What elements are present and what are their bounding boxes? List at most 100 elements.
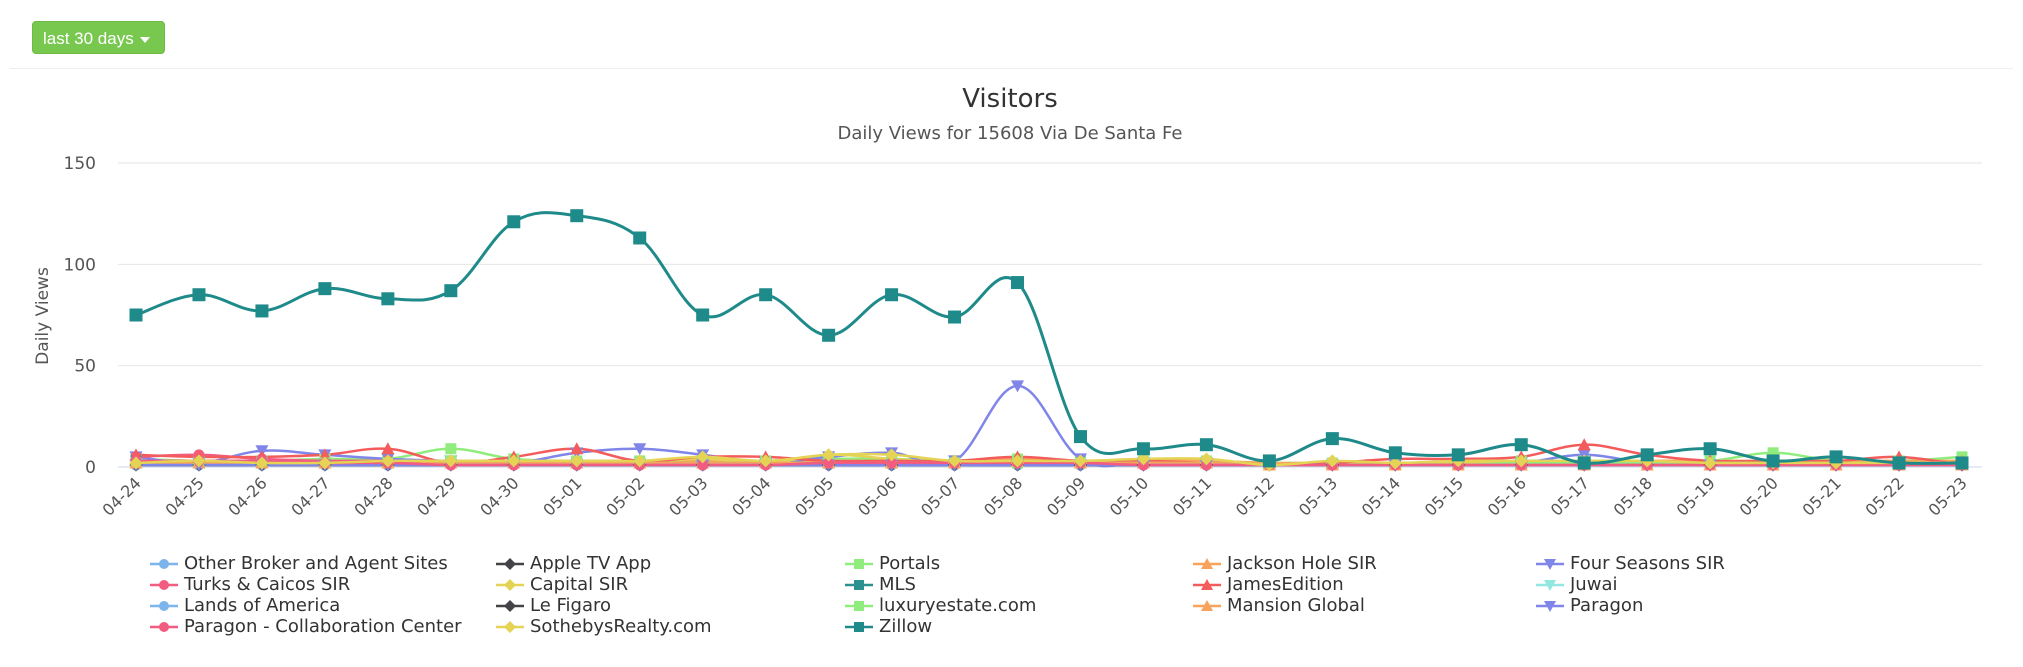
legend-symbol-triangle-icon (1193, 599, 1221, 611)
legend-item-apple-tv-app[interactable]: Apple TV App (496, 553, 845, 574)
point-zillow-05-18[interactable] (1640, 448, 1654, 462)
point-sothebysrealty-com-04-25[interactable] (192, 454, 206, 468)
legend-item-luxuryestate-com[interactable]: luxuryestate.com (845, 595, 1193, 616)
point-sothebysrealty-com-04-24[interactable] (129, 456, 143, 470)
point-sothebysrealty-com-05-05[interactable] (822, 448, 836, 462)
point-sothebysrealty-com-05-11[interactable] (1199, 452, 1213, 466)
point-zillow-05-16[interactable] (1514, 438, 1528, 452)
point-jamesedition-05-17[interactable] (1577, 438, 1591, 451)
point-sothebysrealty-com-05-01[interactable] (570, 454, 584, 468)
point-zillow-04-28[interactable] (381, 292, 395, 306)
x-tick-label: 05-16 (1484, 473, 1530, 519)
point-portals-05-20[interactable] (1767, 447, 1779, 459)
point-zillow-05-07[interactable] (948, 310, 962, 324)
point-sothebysrealty-com-05-14[interactable] (1388, 456, 1402, 470)
point-sothebysrealty-com-04-26[interactable] (255, 456, 269, 470)
point-sothebysrealty-com-05-06[interactable] (885, 448, 899, 462)
legend-item-le-figaro[interactable]: Le Figaro (496, 595, 845, 616)
legend-label: Four Seasons SIR (1570, 553, 1725, 574)
legend-item-zillow[interactable]: Zillow (845, 616, 1193, 637)
date-range-dropdown[interactable]: last 30 days (32, 21, 165, 54)
point-zillow-05-22[interactable] (1892, 456, 1906, 470)
point-zillow-05-05[interactable] (822, 328, 836, 342)
legend-item-portals[interactable]: Portals (845, 553, 1193, 574)
legend-symbol-triangle-down-icon (1536, 600, 1564, 612)
point-zillow-05-20[interactable] (1766, 454, 1780, 468)
point-sothebysrealty-com-05-04[interactable] (759, 454, 773, 468)
point-zillow-04-30[interactable] (507, 215, 521, 229)
point-zillow-04-26[interactable] (255, 304, 269, 318)
point-zillow-05-06[interactable] (885, 288, 899, 302)
point-zillow-05-14[interactable] (1388, 446, 1402, 460)
point-four-seasons-sir-05-08[interactable] (1011, 380, 1025, 393)
point-portals-04-29[interactable] (445, 443, 457, 455)
legend-item-mls[interactable]: MLS (845, 574, 1193, 595)
point-zillow-04-27[interactable] (318, 282, 332, 296)
y-tick-label: 150 (64, 154, 96, 174)
point-sothebysrealty-com-05-07[interactable] (948, 454, 962, 468)
point-jamesedition-04-27[interactable] (318, 448, 332, 461)
legend-label: Paragon (1570, 595, 1644, 616)
point-zillow-05-03[interactable] (696, 308, 710, 322)
point-zillow-05-17[interactable] (1577, 456, 1591, 470)
point-sothebysrealty-com-05-10[interactable] (1136, 452, 1150, 466)
point-zillow-05-11[interactable] (1199, 438, 1213, 452)
legend-item-lands-of-america[interactable]: Lands of America (150, 595, 496, 616)
point-sothebysrealty-com-05-19[interactable] (1703, 456, 1717, 470)
point-zillow-05-01[interactable] (570, 209, 584, 223)
point-zillow-05-13[interactable] (1325, 432, 1339, 446)
point-sothebysrealty-com-05-09[interactable] (1073, 454, 1087, 468)
point-jamesedition-04-28[interactable] (381, 442, 395, 455)
legend-symbol-circle-icon (150, 600, 178, 611)
point-four-seasons-sir-05-02[interactable] (633, 443, 647, 456)
legend-item-jamesedition[interactable]: JamesEdition (1193, 574, 1536, 595)
legend-item-paragon-collaboration-center[interactable]: Paragon - Collaboration Center (150, 616, 496, 637)
point-zillow-05-15[interactable] (1451, 448, 1465, 462)
legend-item-four-seasons-sir[interactable]: Four Seasons SIR (1536, 553, 1866, 574)
legend-label: luxuryestate.com (879, 595, 1037, 616)
point-zillow-05-02[interactable] (633, 231, 647, 245)
point-sothebysrealty-com-04-30[interactable] (507, 454, 521, 468)
point-sothebysrealty-com-05-08[interactable] (1011, 454, 1025, 468)
point-zillow-05-21[interactable] (1829, 450, 1843, 464)
point-sothebysrealty-com-04-27[interactable] (318, 456, 332, 470)
x-tick-label: 05-07 (917, 473, 963, 519)
point-zillow-05-04[interactable] (759, 288, 773, 302)
legend-symbol-triangle-down-icon (1536, 579, 1564, 591)
point-sothebysrealty-com-05-13[interactable] (1325, 454, 1339, 468)
y-tick-label: 0 (85, 458, 96, 478)
point-zillow-05-10[interactable] (1136, 442, 1150, 456)
point-zillow-05-23[interactable] (1955, 456, 1969, 470)
point-zillow-05-09[interactable] (1073, 430, 1087, 444)
legend-label: Mansion Global (1227, 595, 1365, 616)
point-zillow-05-12[interactable] (1262, 454, 1276, 468)
x-tick-label: 04-24 (99, 473, 145, 519)
point-sothebysrealty-com-05-16[interactable] (1514, 454, 1528, 468)
legend-label: Le Figaro (530, 595, 612, 616)
legend-item-juwai[interactable]: Juwai (1536, 574, 1866, 595)
point-sothebysrealty-com-05-03[interactable] (696, 450, 710, 464)
point-zillow-04-25[interactable] (192, 288, 206, 302)
point-sothebysrealty-com-04-28[interactable] (381, 454, 395, 468)
point-paragon-collaboration-center-05-03[interactable] (697, 459, 709, 471)
legend-item-capital-sir[interactable]: Capital SIR (496, 574, 845, 595)
legend-item-other-broker-and-agent-sites[interactable]: Other Broker and Agent Sites (150, 553, 496, 574)
point-jamesedition-05-01[interactable] (570, 442, 584, 455)
legend-label: SothebysRealty.com (530, 616, 712, 637)
legend-item-sothebysrealty-com[interactable]: SothebysRealty.com (496, 616, 845, 637)
point-sothebysrealty-com-04-29[interactable] (444, 454, 458, 468)
point-paragon-collaboration-center-05-06[interactable] (886, 457, 898, 469)
point-sothebysrealty-com-05-02[interactable] (633, 454, 647, 468)
legend-item-paragon[interactable]: Paragon (1536, 595, 1866, 616)
point-zillow-04-24[interactable] (129, 308, 143, 322)
point-zillow-04-29[interactable] (444, 284, 458, 298)
legend-label: Portals (879, 553, 941, 574)
legend-item-jackson-hole-sir[interactable]: Jackson Hole SIR (1193, 553, 1536, 574)
date-range-label: last 30 days (43, 29, 134, 48)
point-zillow-05-19[interactable] (1703, 442, 1717, 456)
legend-label: Other Broker and Agent Sites (184, 553, 448, 574)
legend-item-turks-caicos-sir[interactable]: Turks & Caicos SIR (150, 574, 496, 595)
point-paragon-collaboration-center-05-05[interactable] (823, 457, 835, 469)
legend-item-mansion-global[interactable]: Mansion Global (1193, 595, 1536, 616)
point-zillow-05-08[interactable] (1011, 276, 1025, 290)
